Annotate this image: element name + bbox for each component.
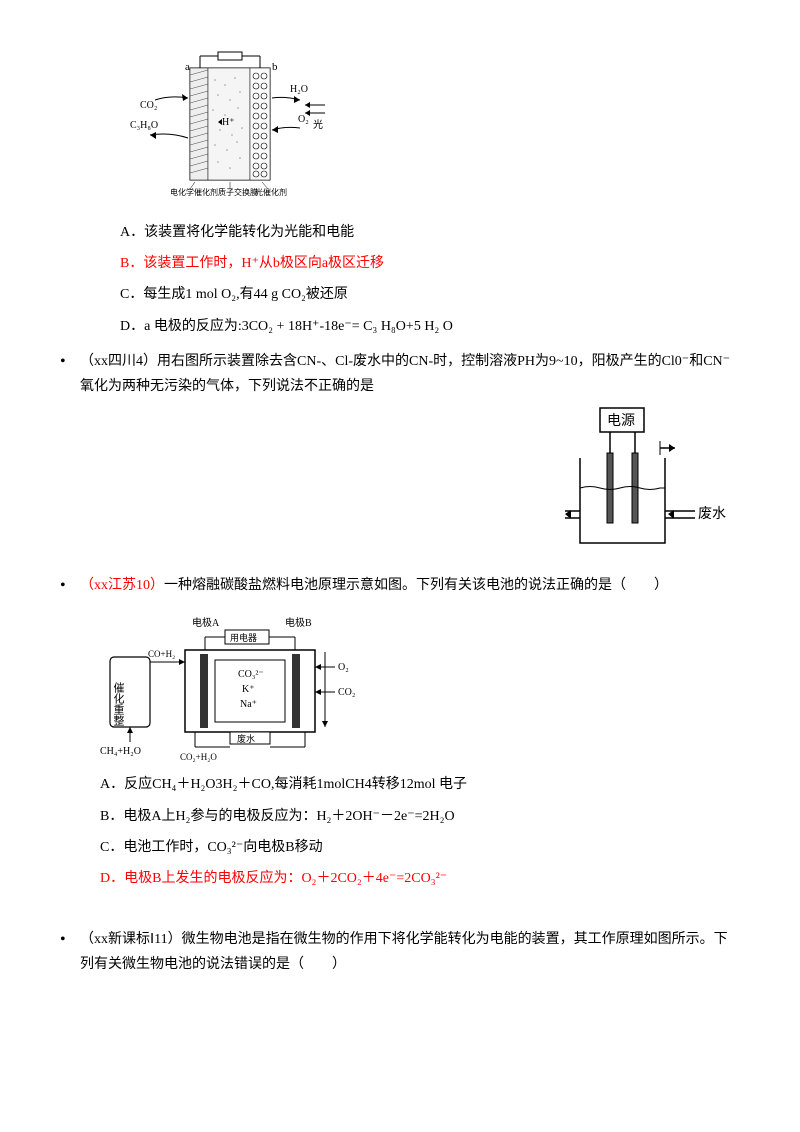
q2-stem: （xx四川4）用右图所示装置除去含CN-、Cl-废水中的CN-时，控制溶液PH为… <box>80 349 740 399</box>
q3-bullet: • <box>60 573 80 602</box>
q2-waste-label: 废水 <box>698 506 726 522</box>
q3-ions3: Na⁺ <box>240 699 257 710</box>
q3-option-c: C．电池工作时，CO₃²⁻向电极B移动 <box>100 835 740 860</box>
q2-figure-container: 电源 废水 <box>60 403 740 563</box>
q1-co2-label: CO₂ <box>140 100 157 111</box>
q1-label-a: a <box>185 61 190 73</box>
q3-stem-prefix: （xx江苏10） <box>80 578 164 593</box>
q1-option-a: A．该装置将化学能转化为光能和电能 <box>120 220 740 245</box>
q3-appliance: 用电器 <box>230 632 257 643</box>
q3-ch4h2o: CH₄+H₂O <box>100 746 141 757</box>
q1-options: A．该装置将化学能转化为光能和电能 B．该装置工作时，H⁺从b极区向a极区迁移 … <box>120 220 740 339</box>
q3-option-d: D．电极B上发生的电极反应为：O₂＋2CO₂＋4e⁻=2CO₃²⁻ <box>100 866 740 891</box>
q3-electrode-b: 电极B <box>285 616 312 629</box>
q2-power-label: 电源 <box>607 413 635 429</box>
q2-device-svg: 电源 废水 <box>560 403 740 563</box>
q4-bullet: • <box>60 927 80 981</box>
q1-option-c: C．每生成1 mol O₂,有44 g CO₂被还原 <box>120 282 740 307</box>
q1-o2-label: O₂ <box>298 114 309 125</box>
q4-section: • （xx新课标Ⅰ11）微生物电池是指在微生物的作用下将化学能转化为电能的装置，… <box>60 927 740 981</box>
q3-waste: 废水 <box>237 733 255 744</box>
q1-bottom1: 电化学催化剂 <box>170 187 218 197</box>
q3-o2: O₂ <box>338 662 349 673</box>
q1-option-d: D．a 电极的反应为:3CO₂ + 18H⁺-18e⁻= C₃ H₈O+5 H₂… <box>120 314 740 339</box>
q3-figure-container: 催化重整 电极A 电极B 用电器 CO₃²⁻ K⁺ Na⁺ CO+H₂ CH₄+… <box>100 612 740 762</box>
q1-hplus-label: H⁺ <box>222 117 235 128</box>
q1-c3h8o-label: C₃H₈O <box>130 120 158 131</box>
q2-section: • （xx四川4）用右图所示装置除去含CN-、Cl-废水中的CN-时，控制溶液P… <box>60 349 740 403</box>
q3-coh2: CO+H₂ <box>148 649 175 659</box>
q3-options: A．反应CH₄＋H₂O3H₂＋CO,每消耗1molCH4转移12mol 电子 B… <box>100 772 740 891</box>
q3-section: • （xx江苏10）一种熔融碳酸盐燃料电池原理示意如图。下列有关该电池的说法正确… <box>60 573 740 602</box>
q3-ions1: CO₃²⁻ <box>238 669 264 680</box>
q1-figure-container: a b CO₂ C₃H₈O H₂O O₂ 光 H⁺ 电化学催化剂 质子交换膜 光… <box>130 50 740 210</box>
q3-co2: CO₂ <box>338 687 355 698</box>
q3-option-b: B．电极A上H₂参与的电极反应为：H₂＋2OH⁻－2e⁻=2H₂O <box>100 804 740 829</box>
q3-ions2: K⁺ <box>242 684 255 695</box>
q3-electrode-a: 电极A <box>192 616 220 629</box>
q1-h2o-label: H₂O <box>290 84 308 95</box>
q4-stem: （xx新课标Ⅰ11）微生物电池是指在微生物的作用下将化学能转化为电能的装置，其工… <box>80 927 740 977</box>
q3-device-svg: 催化重整 电极A 电极B 用电器 CO₃²⁻ K⁺ Na⁺ CO+H₂ CH₄+… <box>100 612 400 762</box>
q3-catalyst-label: 催化重整 <box>112 681 125 726</box>
q1-option-b: B．该装置工作时，H⁺从b极区向a极区迁移 <box>120 251 740 276</box>
q1-light-label: 光 <box>313 118 323 131</box>
q3-option-a: A．反应CH₄＋H₂O3H₂＋CO,每消耗1molCH4转移12mol 电子 <box>100 772 740 797</box>
q3-co2h2o: CO₂+H₂O <box>180 752 217 762</box>
q1-bottom2: 质子交换膜 <box>218 187 258 197</box>
q1-label-b: b <box>272 61 278 73</box>
q1-device-svg: a b CO₂ C₃H₈O H₂O O₂ 光 H⁺ 电化学催化剂 质子交换膜 光… <box>130 50 330 210</box>
q3-stem-suffix: 一种熔融碳酸盐燃料电池原理示意如图。下列有关该电池的说法正确的是（ ） <box>164 578 668 593</box>
q2-bullet: • <box>60 349 80 403</box>
q3-stem: （xx江苏10）一种熔融碳酸盐燃料电池原理示意如图。下列有关该电池的说法正确的是… <box>80 573 740 598</box>
q1-bottom3: 光催化剂 <box>255 187 287 197</box>
